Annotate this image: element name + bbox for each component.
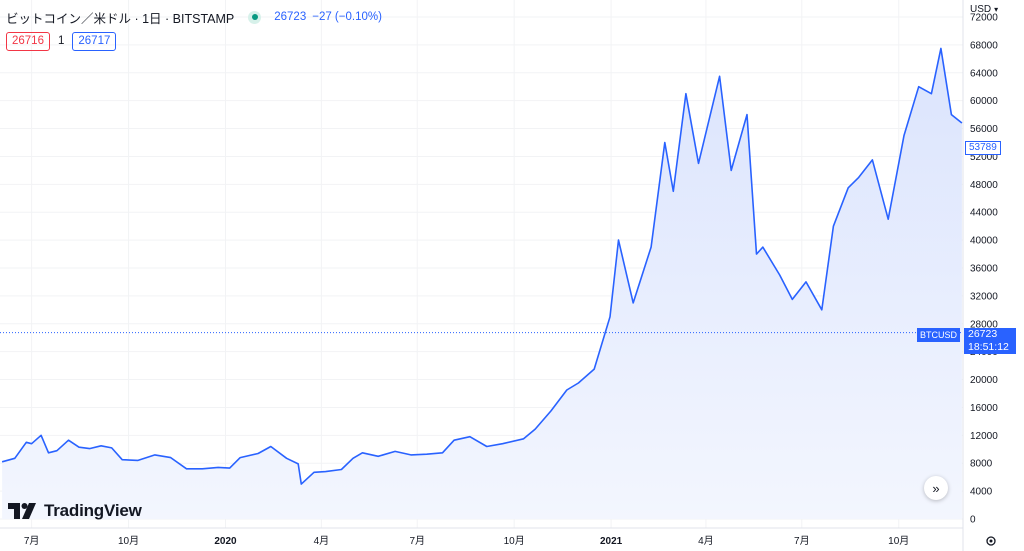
x-tick-label: 10月 xyxy=(888,535,909,547)
x-tick-label: 4月 xyxy=(314,535,330,547)
y-tick-label: 20000 xyxy=(970,375,998,386)
y-tick-label: 36000 xyxy=(970,264,998,275)
logo-text: TradingView xyxy=(44,501,142,520)
y-tick-label: 44000 xyxy=(970,208,998,219)
tradingview-logo-icon xyxy=(8,503,36,519)
price-line xyxy=(1,47,963,485)
y-tick-label: 68000 xyxy=(970,40,998,51)
x-tick-label: 7月 xyxy=(409,535,425,547)
scale-settings-button[interactable] xyxy=(983,533,999,549)
chevron-down-icon: ▾ xyxy=(994,5,999,14)
high-price-marker: 53789 xyxy=(965,141,1001,155)
time-scale[interactable]: 7月 10月 2020 4月 7月 10月 2021 4月 7月 10月 xyxy=(24,535,909,547)
x-tick-label: 7月 xyxy=(794,535,810,547)
chart-legend: ビットコイン／米ドル · 1日 · BITSTAMP 26723 −27 (−0… xyxy=(6,7,382,27)
gear-icon xyxy=(986,536,996,546)
x-tick-label: 4月 xyxy=(698,535,714,547)
bid-price[interactable]: 26716 xyxy=(6,31,50,51)
spread: 1 xyxy=(57,35,65,47)
legend-last-price: 26723 xyxy=(274,11,307,23)
double-chevron-right-icon: » xyxy=(932,480,940,496)
y-tick-label: 32000 xyxy=(970,291,998,302)
x-tick-label: 10月 xyxy=(504,535,525,547)
y-tick-label: 72000 xyxy=(970,13,998,24)
y-tick-label: 16000 xyxy=(970,403,998,414)
y-tick-label: 28000 xyxy=(970,319,998,330)
grid-lines xyxy=(0,0,963,528)
last-price-badge: 26723 18:51:12 xyxy=(964,328,1016,354)
symbol-label: BTCUSD xyxy=(917,328,961,342)
y-tick-label: 8000 xyxy=(970,459,993,470)
currency-selector[interactable]: USD ▾ xyxy=(970,4,998,15)
price-scale[interactable]: 0400080001200016000200002400028000320003… xyxy=(970,13,998,526)
x-tick-label: 10月 xyxy=(118,535,139,547)
legend-change: −27 (−0.10%) xyxy=(312,11,382,23)
y-tick-label: 4000 xyxy=(970,487,993,498)
currency-label: USD xyxy=(970,4,992,15)
bar-countdown: 18:51:12 xyxy=(968,341,1009,353)
y-tick-label: 64000 xyxy=(970,68,998,79)
y-tick-label: 60000 xyxy=(970,96,998,107)
last-price-value: 26723 xyxy=(968,328,998,340)
ask-price[interactable]: 26717 xyxy=(72,31,117,51)
quote-panel: 26716 1 26717 xyxy=(6,31,117,51)
market-open-dot-icon xyxy=(248,10,262,24)
y-tick-label: 56000 xyxy=(970,124,998,135)
y-tick-label: 52000 xyxy=(970,152,998,163)
y-tick-label: 48000 xyxy=(970,180,998,191)
y-tick-label: 12000 xyxy=(970,431,998,442)
scroll-to-realtime-button[interactable]: » xyxy=(924,476,948,500)
x-tick-label: 2020 xyxy=(214,536,237,547)
x-tick-label: 7月 xyxy=(24,535,40,547)
tradingview-logo[interactable]: TradingView xyxy=(8,499,142,523)
symbol-title[interactable]: ビットコイン／米ドル · 1日 · BITSTAMP xyxy=(6,11,235,26)
y-tick-label: 40000 xyxy=(970,236,998,247)
price-area-fill xyxy=(2,48,962,520)
y-tick-label: 0 xyxy=(970,515,976,526)
x-tick-label: 2021 xyxy=(600,536,623,547)
